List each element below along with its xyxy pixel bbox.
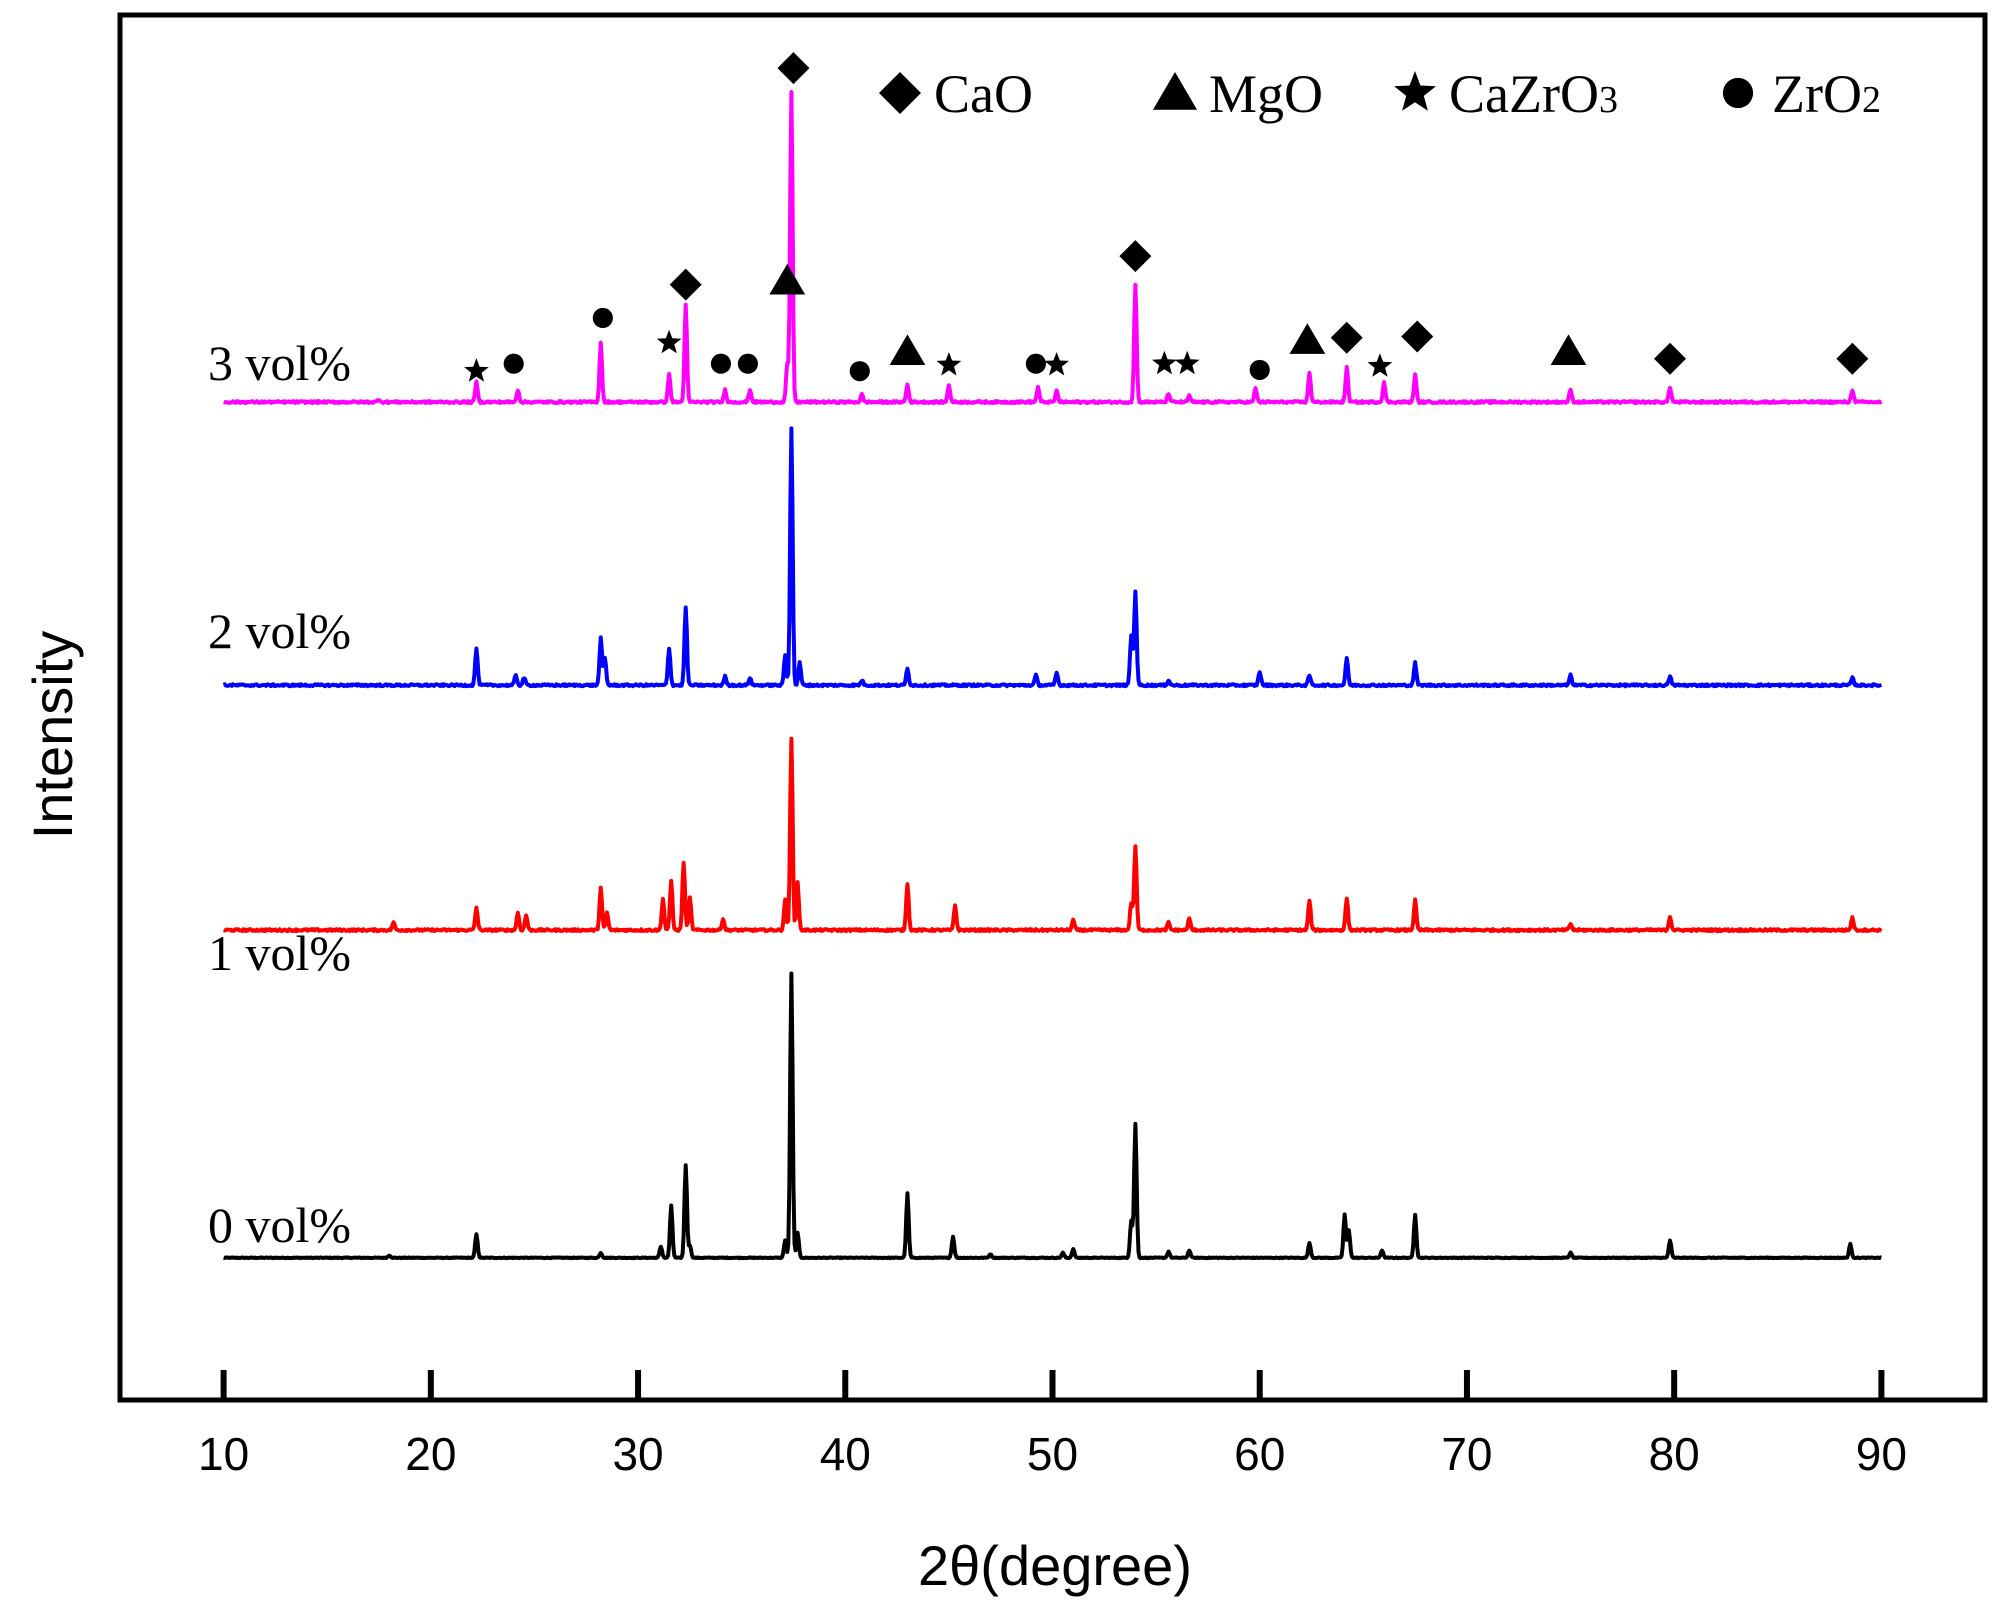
series-labels: 0 vol% 1 vol% 2 vol% 3 vol% (208, 335, 351, 1253)
series-layer (222, 90, 1883, 1261)
legend-label-main-2: CaZrO (1449, 64, 1599, 124)
legend-circle-icon (1722, 77, 1754, 109)
y-axis-label: Intensity (21, 631, 84, 840)
legend-label-sub-3: 2 (1862, 79, 1881, 121)
phase-marker-layer (464, 52, 1869, 382)
phase-marker-circle-23 (1025, 353, 1047, 374)
x-tick-label-30: 30 (612, 1428, 663, 1480)
series-line-3 (222, 90, 1883, 406)
phase-marker-diamond-0 (777, 52, 810, 85)
series-line-2 (222, 426, 1883, 689)
x-tick-label-70: 70 (1441, 1428, 1492, 1480)
x-axis-label: 2θ(degree) (918, 1534, 1192, 1597)
legend-label-2: CaZrO3 (1449, 64, 1618, 124)
phase-marker-circle-20 (710, 353, 732, 374)
phase-marker-triangle-8 (889, 334, 926, 365)
phase-marker-circle-22 (849, 361, 870, 382)
phase-marker-star-14 (1044, 352, 1069, 376)
phase-marker-star-12 (656, 329, 682, 354)
phase-marker-star-11 (464, 358, 489, 382)
plot-frame (117, 12, 1988, 1403)
legend-triangle-icon (1152, 72, 1198, 110)
legend-label-0: CaO (934, 64, 1033, 124)
x-tick-label-60: 60 (1234, 1428, 1285, 1480)
phase-marker-diamond-5 (1654, 342, 1687, 375)
series-label-3: 3 vol% (208, 335, 351, 391)
series-line-0 (222, 971, 1883, 1261)
phase-marker-star-13 (936, 352, 962, 376)
legend-label-sub-2: 3 (1599, 79, 1618, 121)
series-label-2: 2 vol% (208, 603, 351, 659)
phase-marker-star-16 (1174, 350, 1200, 375)
legend-label-main-3: ZrO (1772, 64, 1862, 124)
phase-marker-circle-18 (503, 353, 524, 374)
x-axis-ticks: 10 20 30 40 50 60 70 80 90 (198, 1370, 1907, 1480)
phase-marker-diamond-2 (1119, 240, 1152, 273)
legend-diamond-icon (879, 72, 921, 114)
phase-marker-triangle-10 (1550, 334, 1587, 365)
legend-label-3: ZrO2 (1772, 64, 1881, 124)
phase-marker-diamond-1 (669, 268, 702, 301)
x-tick-label-40: 40 (820, 1428, 871, 1480)
phase-marker-circle-21 (737, 353, 758, 374)
phase-marker-circle-19 (592, 307, 613, 329)
phase-marker-circle-24 (1249, 359, 1270, 380)
series-line-1 (222, 736, 1883, 934)
phase-marker-diamond-6 (1836, 342, 1869, 375)
series-label-1: 1 vol% (208, 925, 351, 981)
phase-marker-triangle-7 (769, 263, 806, 295)
legend: CaO MgO CaZrO3 ZrO2 (879, 64, 1881, 124)
legend-label-1: MgO (1209, 64, 1323, 124)
x-tick-label-20: 20 (405, 1428, 456, 1480)
legend-star-icon (1394, 71, 1436, 111)
phase-marker-star-15 (1152, 350, 1177, 375)
series-label-0: 0 vol% (208, 1197, 351, 1253)
phase-marker-diamond-4 (1401, 320, 1434, 353)
phase-marker-star-17 (1367, 353, 1393, 377)
phase-marker-triangle-9 (1289, 323, 1326, 354)
x-tick-label-50: 50 (1027, 1428, 1078, 1480)
x-tick-label-90: 90 (1856, 1428, 1907, 1480)
x-tick-label-10: 10 (198, 1428, 249, 1480)
phase-marker-diamond-3 (1330, 321, 1363, 354)
x-tick-label-80: 80 (1649, 1428, 1700, 1480)
